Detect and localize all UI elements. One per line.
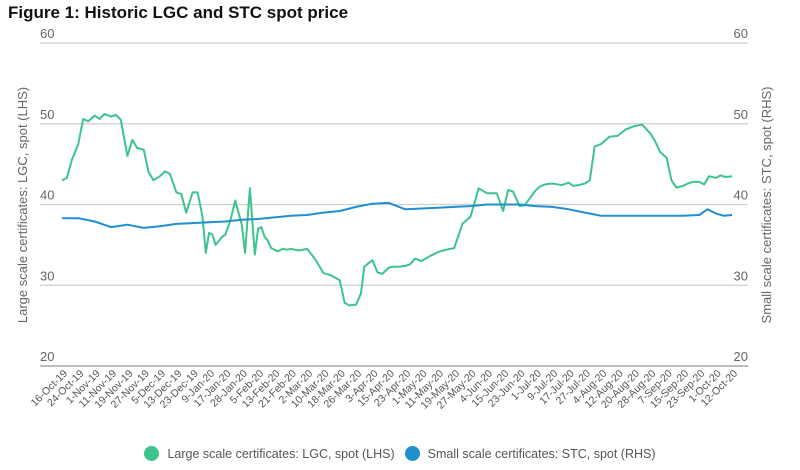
- y-tick-left: 40: [40, 188, 54, 203]
- legend-item-stc[interactable]: Small scale certificates: STC, spot (RHS…: [404, 446, 656, 461]
- y-axis-right-label: Small scale certificates: STC, spot (RHS…: [759, 87, 774, 324]
- y-axis-left-label: Large scale certificates: LGC, spot (LHS…: [15, 87, 30, 323]
- chart-title: Figure 1: Historic LGC and STC spot pric…: [8, 3, 349, 22]
- series-lines: [61, 113, 733, 307]
- legend-marker-stc: [404, 446, 420, 461]
- y-axis-left-ticks: 60 50 40 30 20: [40, 26, 54, 364]
- y-tick-right: 60: [734, 26, 748, 41]
- y-tick-right: 20: [734, 349, 748, 364]
- y-tick-left: 60: [40, 26, 54, 41]
- y-axis-right-ticks: 60 50 40 30 20: [734, 26, 748, 364]
- y-tick-left: 30: [40, 268, 54, 283]
- y-tick-left: 50: [40, 107, 54, 122]
- legend-marker-lgc: [144, 446, 160, 461]
- y-tick-right: 50: [734, 107, 748, 122]
- legend-label-lgc: Large scale certificates: LGC, spot (LHS…: [167, 446, 395, 461]
- y-tick-left: 20: [40, 349, 54, 364]
- legend-label-stc: Small scale certificates: STC, spot (RHS…: [427, 446, 656, 461]
- legend: Large scale certificates: LGC, spot (LHS…: [0, 446, 800, 461]
- legend-item-lgc[interactable]: Large scale certificates: LGC, spot (LHS…: [144, 446, 395, 461]
- series-line-stc: [62, 201, 733, 229]
- series-line-lgc: [61, 113, 733, 307]
- x-axis-ticks: 16-Oct-1924-Oct-191-Nov-1911-Nov-1919-No…: [29, 368, 741, 412]
- y-tick-right: 40: [734, 188, 748, 203]
- chart-canvas: 60 50 40 30 20 60 50 40 30 20 Large scale certif…: [15, 26, 774, 412]
- y-tick-right: 30: [734, 268, 748, 283]
